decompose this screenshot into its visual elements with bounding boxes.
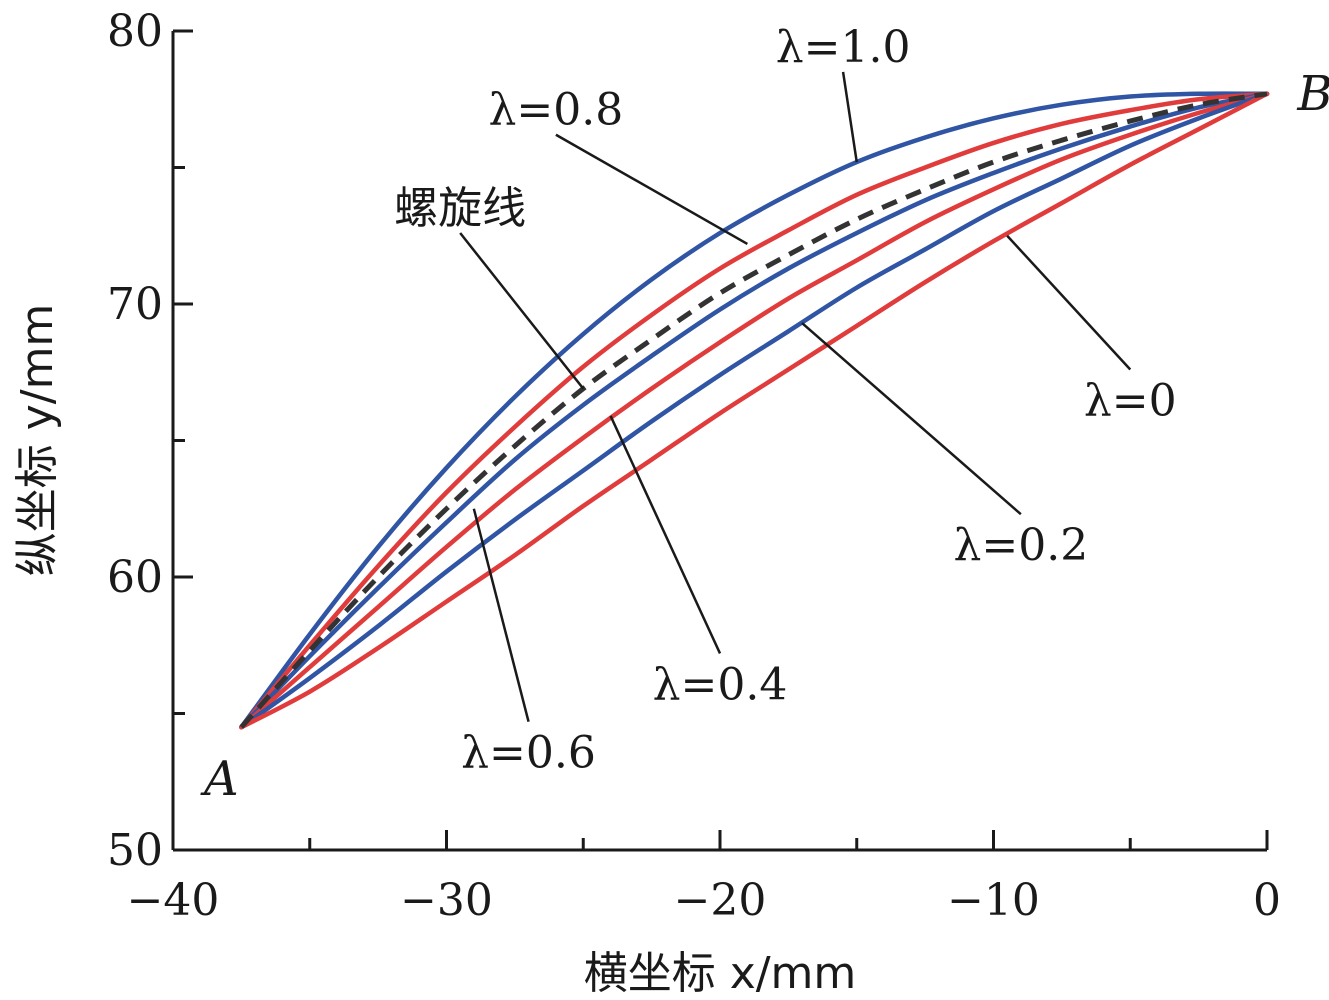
y-tick-label: 60 <box>107 552 163 603</box>
series-line-0-4 <box>239 91 1270 730</box>
y-tick-label: 80 <box>107 6 163 57</box>
y-tick-label: 50 <box>107 825 163 876</box>
annotation-leader <box>1006 234 1132 371</box>
annotation-label: λ=0 <box>1084 376 1177 427</box>
annotation-label: λ=0.8 <box>489 85 624 136</box>
annotation-label: λ=0.2 <box>953 520 1088 571</box>
series-line-1-0 <box>239 91 1270 730</box>
annotation-label: λ=1.0 <box>776 22 911 73</box>
annotation-leader <box>459 232 585 390</box>
x-tick-label: −40 <box>127 875 220 926</box>
series-line-0-8 <box>239 91 1270 730</box>
series-group <box>239 91 1270 730</box>
endpoints: AB <box>200 66 1329 807</box>
series-line-0-6 <box>239 91 1270 730</box>
x-tick-label: −10 <box>947 875 1040 926</box>
annotation-leader <box>472 508 530 723</box>
point-label-b: B <box>1296 66 1329 122</box>
point-label-a: A <box>200 751 239 807</box>
annotation-leader <box>801 322 1022 516</box>
x-tick-label: −30 <box>400 875 493 926</box>
annotation-label: λ=0.6 <box>461 728 596 779</box>
annotation-label: λ=0.4 <box>653 659 788 710</box>
x-tick-label: 0 <box>1253 875 1281 926</box>
axes: −40 −30 −20 −10 0 50 60 70 80 <box>107 6 1281 926</box>
annotation-leader <box>609 415 722 654</box>
series-line-0 <box>239 91 1270 730</box>
series-line-0-2 <box>239 91 1270 730</box>
x-tick-label: −20 <box>674 875 767 926</box>
series-line-helix <box>239 91 1268 729</box>
annotations: λ=1.0 λ=0.8 螺旋线 λ=0.6 λ=0.4 λ=0.2 λ=0 <box>394 22 1176 779</box>
x-axis-title: 横坐标 x/mm <box>584 948 857 999</box>
y-axis-title: 纵坐标 y/mm <box>12 304 63 577</box>
annotation-leader <box>555 133 748 246</box>
y-tick-label: 70 <box>107 279 163 330</box>
annotation-label: 螺旋线 <box>394 183 526 234</box>
annotation-leader <box>841 71 858 163</box>
